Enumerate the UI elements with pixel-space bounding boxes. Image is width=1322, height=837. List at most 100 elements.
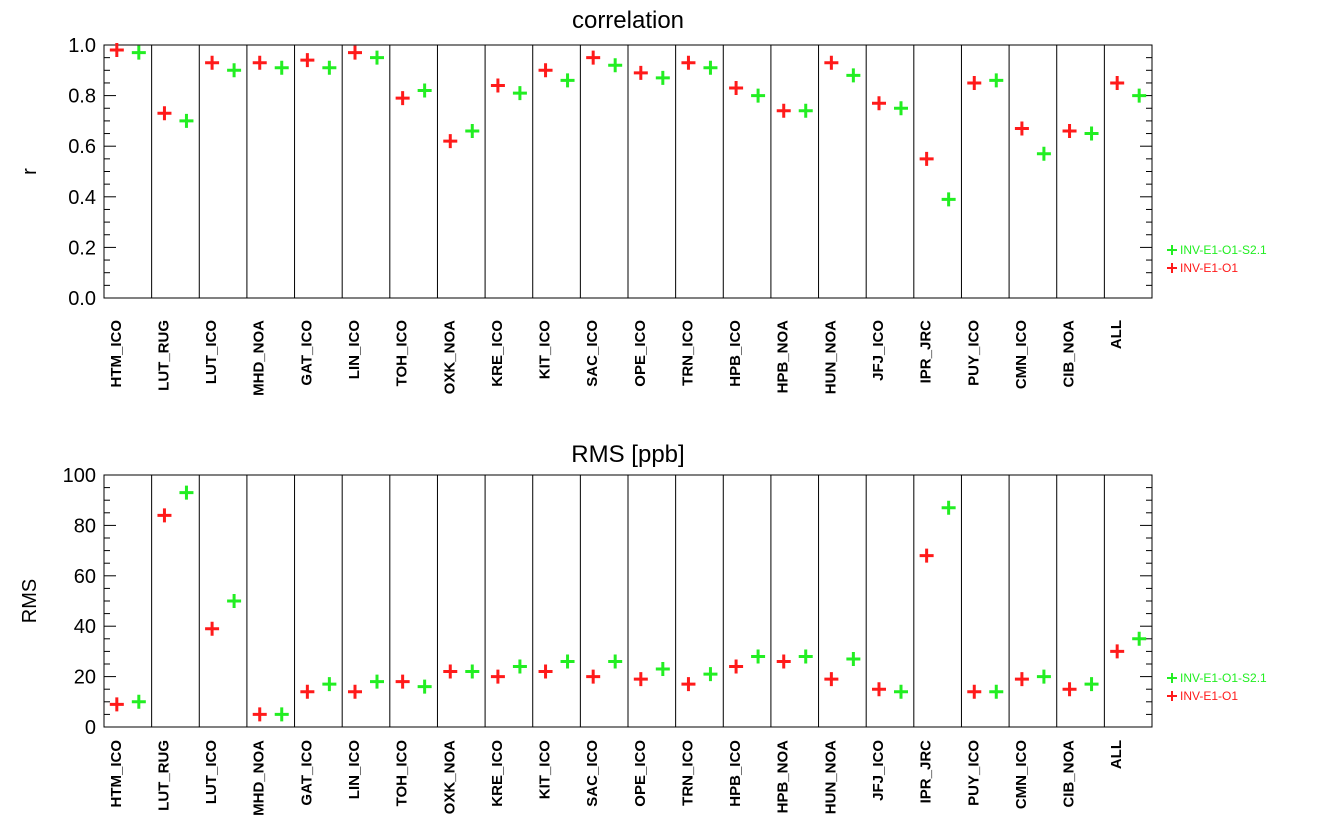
data-point — [490, 669, 505, 684]
data-point — [490, 78, 505, 93]
x-tick-label: HTM_ICO — [108, 320, 125, 388]
data-point — [538, 63, 553, 78]
x-tick-label: JFJ_ICO — [870, 740, 887, 801]
data-point — [205, 55, 220, 70]
data-point — [179, 485, 194, 500]
x-tick-label: TOH_ICO — [394, 740, 411, 807]
panel-1: RMS [ppb] RMS 0 20 40 60 80 100 HTM_ICO LUT_RUG LU… — [19, 441, 1267, 816]
x-tick-label: TRN_ICO — [679, 320, 696, 386]
data-point — [1062, 682, 1077, 697]
data-point — [941, 192, 956, 207]
x-tick-label: HPB_NOA — [775, 320, 792, 394]
data-point — [633, 65, 648, 80]
data-point — [872, 682, 886, 697]
data-point — [967, 684, 982, 699]
x-tick-label: ALL — [1108, 320, 1125, 349]
data-point — [252, 707, 267, 722]
legend-entry: INV-E1-O1 — [1180, 261, 1238, 275]
x-tick-label: CIB_NOA — [1061, 320, 1078, 388]
data-point — [274, 60, 289, 75]
data-point — [1036, 669, 1051, 684]
data-point — [608, 654, 623, 669]
x-tick-label: LIN_ICO — [346, 320, 363, 380]
data-point — [131, 45, 146, 60]
data-point — [227, 594, 242, 608]
data-point — [798, 103, 813, 118]
data-point — [655, 662, 670, 677]
data-point — [894, 684, 908, 699]
chart-title: RMS [ppb] — [571, 441, 684, 468]
data-point — [1014, 672, 1029, 687]
legend-marker — [1167, 673, 1177, 683]
data-point — [348, 45, 362, 60]
y-tick-label: 0.0 — [68, 288, 96, 310]
x-tick-label: IPR_JRC — [918, 320, 935, 384]
legend-marker — [1167, 691, 1177, 701]
data-point — [512, 659, 527, 674]
data-point — [560, 654, 575, 669]
y-tick-label: 0 — [85, 717, 96, 739]
data-point — [1062, 124, 1077, 139]
data-point — [300, 53, 315, 68]
x-tick-label: HUN_NOA — [822, 320, 839, 394]
data-point — [322, 60, 337, 75]
x-tick-label: OXK_NOA — [441, 320, 458, 394]
x-tick-label: LUT_RUG — [155, 740, 172, 811]
data-point — [465, 124, 480, 139]
data-point — [109, 697, 124, 712]
x-tick-label: ALL — [1108, 740, 1125, 769]
y-tick-label: 0.8 — [68, 86, 96, 108]
data-point — [252, 55, 267, 70]
data-point — [776, 654, 791, 669]
data-point — [776, 103, 791, 118]
data-point — [846, 651, 861, 666]
legend-entry: INV-E1-O1 — [1180, 689, 1238, 703]
data-point — [443, 134, 458, 149]
x-tick-label: HPB_ICO — [727, 740, 744, 807]
data-point — [395, 91, 410, 106]
data-point — [703, 60, 718, 75]
data-point — [894, 101, 908, 116]
data-point — [1036, 146, 1051, 161]
x-tick-label: IPR_JRC — [918, 740, 935, 804]
data-point — [443, 664, 458, 679]
data-point — [1110, 75, 1125, 90]
data-point — [417, 679, 432, 694]
x-tick-label: LUT_ICO — [203, 740, 220, 805]
legend-entry: INV-E1-O1-S2.1 — [1180, 243, 1267, 257]
data-point — [824, 672, 839, 687]
data-point — [157, 106, 172, 121]
panel-0: correlation r 0.0 0.2 0.4 0.6 0.8 1.0 HTM_ICO LUT… — [19, 7, 1267, 396]
data-point — [157, 508, 172, 523]
data-point — [131, 694, 146, 709]
x-tick-label: PUY_ICO — [965, 740, 982, 806]
x-tick-label: LUT_ICO — [203, 320, 220, 385]
legend-marker — [1167, 263, 1177, 273]
x-tick-label: HTM_ICO — [108, 740, 125, 808]
data-point — [1132, 631, 1147, 646]
x-tick-label: MHD_NOA — [251, 740, 268, 816]
x-tick-label: HUN_NOA — [822, 740, 839, 814]
data-point — [205, 621, 220, 636]
data-point — [370, 50, 384, 65]
x-tick-label: LIN_ICO — [346, 740, 363, 800]
data-point — [395, 674, 410, 689]
data-point — [1084, 677, 1099, 692]
x-tick-label: TOH_ICO — [394, 320, 411, 387]
data-point — [798, 649, 813, 664]
x-tick-label: PUY_ICO — [965, 320, 982, 386]
data-point — [681, 55, 696, 70]
x-tick-label: TRN_ICO — [679, 740, 696, 806]
data-point — [919, 151, 934, 166]
y-tick-label: 0.4 — [68, 187, 96, 209]
data-point — [586, 669, 601, 684]
data-point — [989, 73, 1004, 88]
data-point — [919, 548, 934, 563]
x-tick-label: HPB_ICO — [727, 320, 744, 387]
y-axis-label: r — [19, 168, 41, 175]
legend-marker — [1167, 245, 1177, 255]
data-point — [348, 684, 362, 699]
data-point — [512, 86, 527, 101]
data-point — [465, 664, 480, 679]
data-point — [370, 674, 384, 689]
